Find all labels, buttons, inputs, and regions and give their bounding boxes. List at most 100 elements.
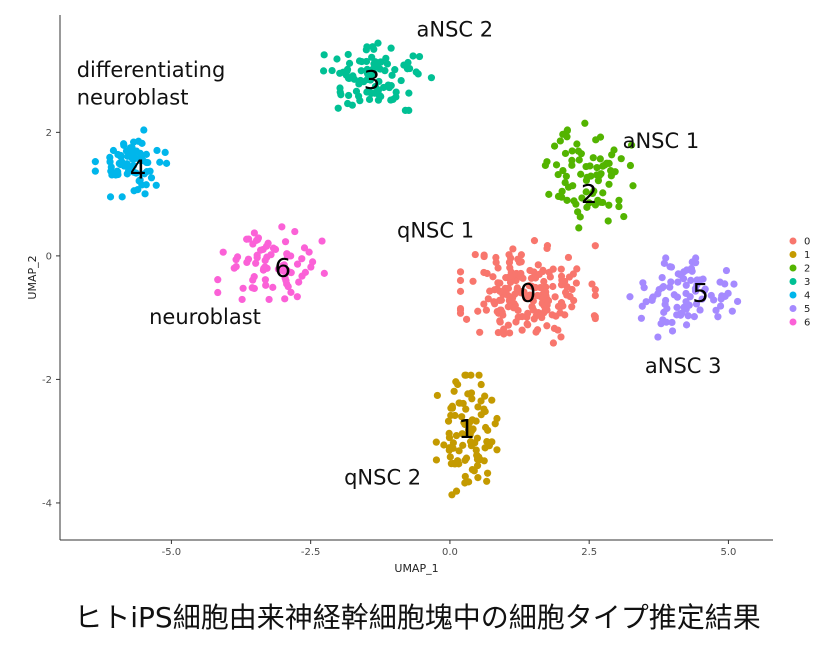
- y-tick-label: -4: [42, 498, 52, 509]
- point-cluster-6: [283, 267, 291, 275]
- point-cluster-0: [568, 303, 576, 311]
- point-cluster-0: [456, 309, 465, 317]
- point-cluster-1: [461, 479, 469, 487]
- point-cluster-5: [721, 280, 729, 288]
- point-cluster-3: [365, 95, 374, 104]
- point-cluster-0: [529, 306, 538, 314]
- point-cluster-5: [673, 303, 681, 312]
- x-axis-ticks: -5.0 -2.5 0.0 2.5 5.0: [162, 540, 736, 558]
- point-cluster-3: [363, 65, 371, 74]
- point-cluster-4: [124, 161, 132, 169]
- point-cluster-3: [334, 104, 342, 112]
- point-cluster-0: [513, 284, 521, 292]
- point-cluster-2: [585, 199, 593, 207]
- point-cluster-0: [573, 265, 581, 273]
- point-cluster-5: [668, 327, 677, 335]
- point-cluster-3: [356, 76, 365, 85]
- point-cluster-1: [473, 462, 482, 470]
- legend-key-4: [789, 291, 797, 299]
- point-cluster-0: [505, 258, 514, 266]
- point-cluster-6: [253, 254, 261, 262]
- point-cluster-4: [140, 126, 148, 134]
- point-cluster-2: [556, 137, 564, 145]
- annotation-label: differentiating: [77, 58, 226, 82]
- point-cluster-0: [497, 296, 505, 304]
- point-cluster-1: [432, 456, 441, 464]
- point-cluster-4: [114, 168, 122, 176]
- point-cluster-1: [445, 434, 454, 442]
- point-cluster-2: [573, 140, 581, 148]
- point-cluster-3: [363, 75, 371, 84]
- point-cluster-3: [333, 55, 341, 63]
- cluster-label-4: 4: [130, 155, 147, 185]
- point-cluster-1: [474, 403, 482, 411]
- point-cluster-2: [568, 161, 576, 169]
- point-cluster-4: [162, 159, 171, 167]
- point-cluster-1: [454, 380, 462, 389]
- point-cluster-0: [484, 295, 492, 303]
- point-cluster-5: [724, 289, 732, 297]
- point-cluster-5: [733, 297, 742, 306]
- point-cluster-2: [607, 166, 615, 175]
- x-tick-label: -2.5: [301, 547, 321, 558]
- point-cluster-3: [381, 67, 389, 75]
- point-cluster-2: [578, 194, 586, 202]
- point-cluster-5: [640, 284, 648, 292]
- point-cluster-0: [524, 309, 532, 317]
- point-cluster-0: [510, 304, 518, 312]
- point-cluster-2: [574, 147, 583, 155]
- point-cluster-0: [539, 267, 547, 276]
- point-cluster-0: [462, 315, 471, 323]
- point-cluster-3: [405, 89, 413, 97]
- annotation-label: neuroblast: [77, 86, 189, 110]
- point-cluster-6: [219, 248, 227, 256]
- y-axis-ticks: -4 -2 0 2: [42, 128, 60, 509]
- point-cluster-0: [506, 272, 514, 280]
- point-cluster-5: [699, 275, 707, 283]
- point-cluster-2: [599, 162, 607, 170]
- point-cluster-6: [287, 288, 295, 296]
- point-cluster-0: [542, 288, 550, 296]
- point-cluster-2: [615, 202, 623, 211]
- point-cluster-1: [459, 399, 467, 408]
- point-cluster-3: [354, 92, 363, 100]
- point-cluster-0: [480, 252, 488, 261]
- point-cluster-3: [405, 106, 413, 114]
- point-cluster-2: [582, 162, 590, 171]
- x-tick-label: -5.0: [162, 547, 182, 558]
- point-cluster-2: [577, 170, 585, 178]
- point-cluster-3: [383, 60, 392, 68]
- point-cluster-1: [445, 444, 454, 452]
- point-cluster-0: [565, 273, 574, 281]
- point-cluster-0: [549, 282, 557, 291]
- umap-scatter-plot: -5.0 -2.5 0.0 2.5 5.0 -4 -2 0 2 UMAP_1 UMAP_2 0…: [26, 15, 810, 575]
- point-cluster-4: [120, 140, 128, 148]
- point-cluster-5: [692, 300, 701, 308]
- point-cluster-6: [252, 259, 260, 267]
- point-cluster-0: [540, 277, 548, 286]
- point-cluster-3: [344, 50, 352, 59]
- annotation-label: qNSC 2: [344, 465, 421, 489]
- point-cluster-2: [593, 164, 601, 172]
- point-cluster-2: [568, 147, 576, 155]
- point-cluster-1: [467, 389, 476, 397]
- point-cluster-2: [592, 136, 600, 144]
- point-cluster-6: [293, 260, 302, 268]
- point-cluster-2: [563, 126, 572, 134]
- point-cluster-4: [128, 154, 136, 163]
- point-cluster-3: [370, 45, 378, 53]
- point-cluster-1: [469, 425, 477, 433]
- point-cluster-0: [509, 245, 517, 253]
- point-cluster-0: [482, 306, 490, 314]
- point-cluster-0: [537, 293, 545, 301]
- point-cluster-3: [382, 54, 390, 62]
- point-cluster-5: [682, 321, 691, 329]
- point-cluster-5: [626, 293, 634, 301]
- point-cluster-6: [261, 276, 269, 284]
- point-cluster-5: [674, 278, 682, 286]
- point-cluster-6: [282, 277, 290, 285]
- cluster-number-labels: 0 1 2 3 4 5 6: [130, 66, 709, 445]
- point-cluster-3: [336, 88, 344, 96]
- point-cluster-5: [686, 293, 694, 301]
- point-cluster-4: [152, 181, 160, 189]
